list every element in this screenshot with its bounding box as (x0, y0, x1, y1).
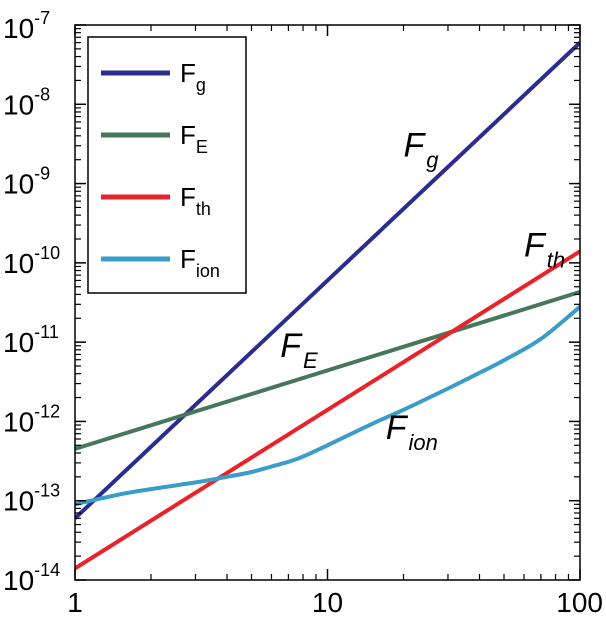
legend-label-fth: Fth (180, 182, 211, 219)
plot-content (75, 41, 580, 571)
y-tick-label: 10-10 (3, 243, 60, 279)
annotation-fE: FE (280, 327, 318, 373)
series-line-fth (75, 249, 580, 571)
series-line-fg (75, 41, 580, 520)
series-line-fion (75, 305, 580, 507)
x-tick-label: 100 (556, 587, 603, 617)
y-tick-label: 10-13 (3, 481, 60, 517)
axis-ticks: 1 10 100 10-7 10-8 10-9 10-10 10-11 10-12 10-13 10… (3, 8, 603, 617)
y-tick-label: 10-12 (3, 401, 60, 437)
annotation-fion: Fion (386, 409, 438, 455)
legend-label-fion: Fion (180, 244, 220, 281)
x-tick-label: 1 (67, 587, 83, 617)
y-tick-label: 10-7 (3, 8, 50, 44)
annotation-fth: Fth (524, 227, 565, 273)
y-tick-label: 10-8 (3, 84, 50, 120)
y-tick-label: 10-14 (3, 560, 60, 596)
series-line-fe (75, 289, 580, 451)
legend-box (87, 36, 247, 294)
legend: Fg FE Fth Fion (87, 36, 247, 294)
legend-label-fg: Fg (180, 58, 206, 95)
y-tick-label: 10-9 (3, 164, 50, 200)
legend-label-fe: FE (180, 120, 208, 157)
annotation-fg: Fg (404, 126, 440, 172)
x-tick-label: 10 (312, 587, 343, 617)
y-tick-label: 10-11 (3, 322, 59, 358)
